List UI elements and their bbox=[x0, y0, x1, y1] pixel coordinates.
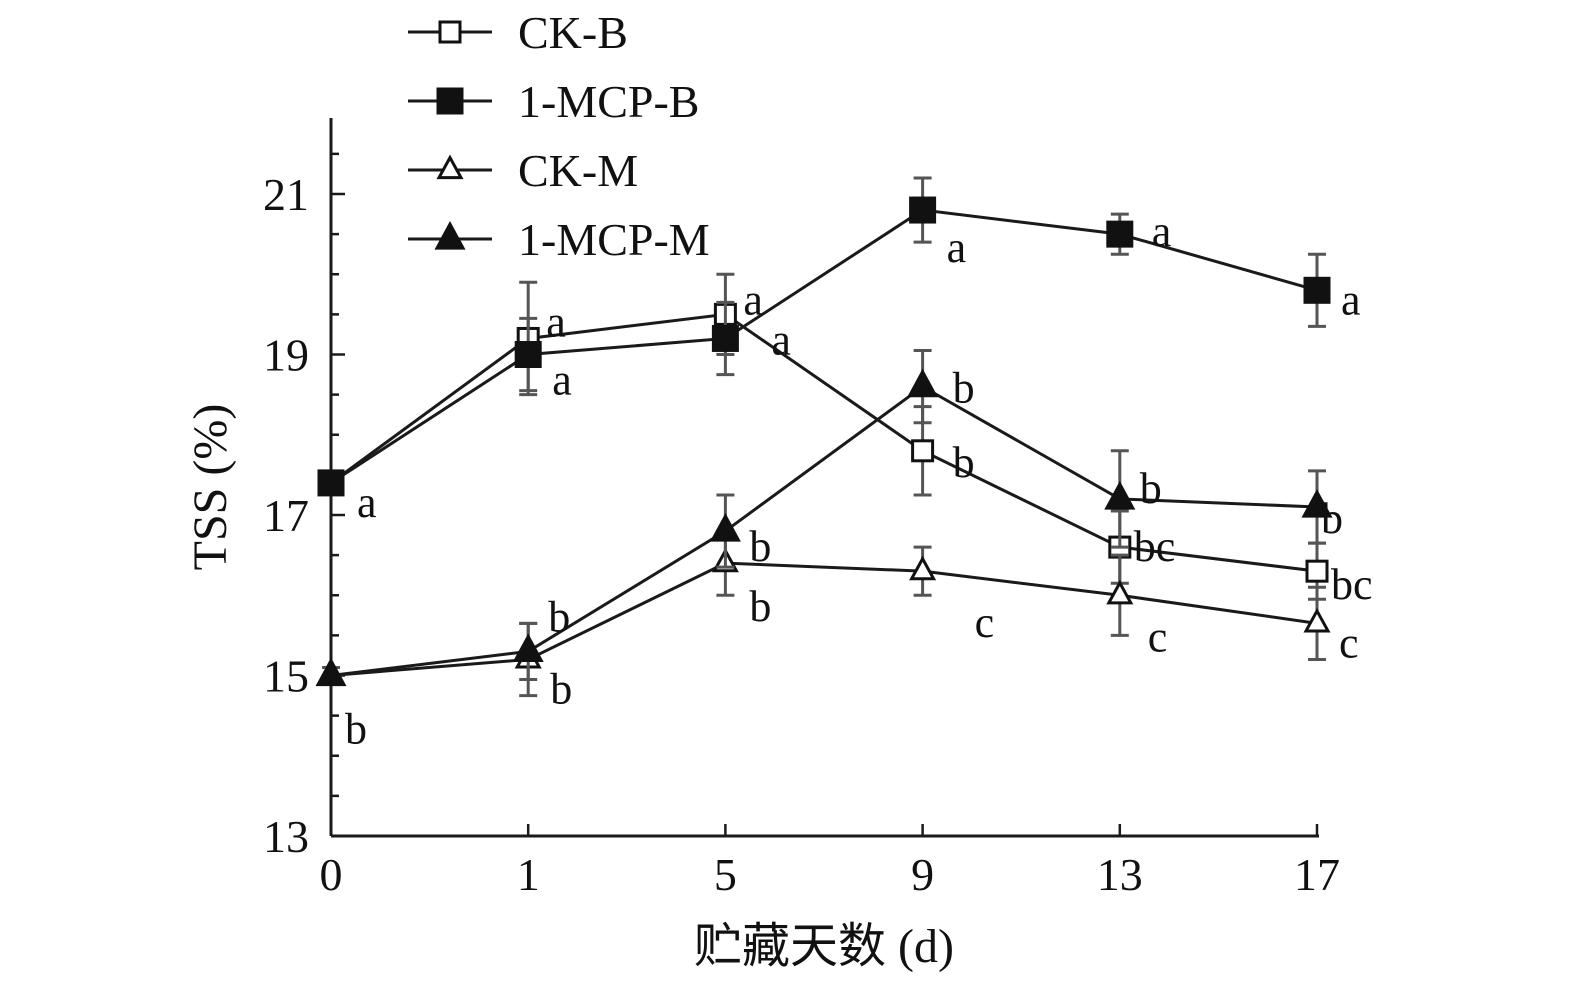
y-tick-label: 15 bbox=[263, 651, 309, 702]
data-point-marker bbox=[317, 469, 345, 497]
data-point-marker bbox=[1301, 488, 1333, 518]
legend-label: CK-B bbox=[518, 7, 628, 58]
significance-label: b bbox=[953, 364, 975, 413]
significance-label: b bbox=[749, 582, 771, 631]
x-tick-label: 0 bbox=[320, 849, 343, 900]
data-point-marker bbox=[1303, 607, 1331, 633]
data-point-marker bbox=[709, 513, 741, 542]
legend-item-1-mcp-m: 1-MCP-M bbox=[408, 214, 710, 265]
significance-label: a bbox=[947, 223, 967, 272]
legend-marker bbox=[436, 154, 464, 180]
y-tick-label: 19 bbox=[263, 330, 309, 381]
series-line bbox=[330, 312, 1318, 573]
legend-label: 1-MCP-B bbox=[518, 76, 699, 127]
data-point-marker bbox=[907, 368, 939, 398]
legend-marker bbox=[436, 87, 464, 115]
y-tick-label: 17 bbox=[263, 490, 309, 541]
significance-label: a bbox=[771, 315, 791, 364]
x-tick-label: 9 bbox=[911, 849, 934, 900]
legend-marker bbox=[438, 20, 462, 44]
legend-item-ck-m: CK-M bbox=[408, 145, 638, 196]
significance-label: a bbox=[1152, 207, 1172, 256]
significance-label: b bbox=[749, 522, 771, 571]
x-axis-title: 贮藏天数 (d) bbox=[694, 920, 954, 973]
data-point-marker bbox=[512, 633, 544, 663]
data-point-marker bbox=[514, 341, 542, 368]
x-tick-label: 5 bbox=[714, 849, 737, 900]
series-ck-m bbox=[317, 529, 1331, 698]
series-line bbox=[330, 208, 1318, 485]
significance-label: bc bbox=[1134, 522, 1176, 571]
series-line bbox=[330, 561, 1318, 677]
legend-label: 1-MCP-M bbox=[518, 214, 710, 265]
significance-label: a bbox=[546, 297, 566, 346]
significance-label: a bbox=[743, 275, 763, 324]
series-1-mcp-b bbox=[317, 176, 1331, 497]
y-tick-label: 13 bbox=[263, 811, 309, 862]
legend-item-ck-b: CK-B bbox=[408, 7, 628, 58]
significance-label: b bbox=[550, 664, 572, 713]
significance-label: c bbox=[975, 598, 995, 647]
significance-label: b bbox=[1140, 464, 1162, 513]
legend-item-1-mcp-b: 1-MCP-B bbox=[408, 76, 699, 127]
significance-label: a bbox=[1341, 275, 1361, 324]
significance-label: a bbox=[552, 356, 572, 405]
significance-label: b bbox=[953, 438, 975, 487]
significance-label: b bbox=[345, 705, 367, 754]
data-point-marker bbox=[1106, 220, 1134, 248]
legend-marker bbox=[434, 220, 466, 250]
significance-label: c bbox=[1148, 612, 1168, 661]
significance-label: bc bbox=[1331, 560, 1373, 609]
x-tick-label: 1 bbox=[517, 849, 540, 900]
x-tick-label: 17 bbox=[1294, 849, 1340, 900]
series-1-mcp-m bbox=[315, 348, 1333, 687]
data-point-marker bbox=[711, 324, 739, 352]
significance-label: a bbox=[357, 478, 377, 527]
data-point-marker bbox=[1106, 579, 1134, 605]
data-point-marker bbox=[909, 555, 937, 581]
data-point-marker bbox=[315, 657, 347, 687]
y-tick-label: 21 bbox=[263, 169, 309, 220]
legend-label: CK-M bbox=[518, 145, 638, 196]
data-point-marker bbox=[911, 439, 935, 463]
y-axis-title: TSS (%) bbox=[184, 404, 237, 571]
data-point-marker bbox=[1104, 480, 1136, 510]
series-ck-b bbox=[319, 272, 1329, 601]
series-line bbox=[330, 384, 1318, 677]
data-point-marker bbox=[909, 196, 937, 224]
significance-label: b bbox=[548, 592, 570, 641]
legend: CK-B 1-MCP-B CK-M 1-MCP-M bbox=[408, 7, 710, 265]
data-point-marker bbox=[1305, 559, 1329, 583]
significance-label: b bbox=[1321, 494, 1343, 543]
x-tick-label: 13 bbox=[1097, 849, 1143, 900]
data-point-marker bbox=[1303, 276, 1331, 304]
significance-label: c bbox=[1339, 618, 1359, 667]
series-layer bbox=[315, 176, 1333, 698]
